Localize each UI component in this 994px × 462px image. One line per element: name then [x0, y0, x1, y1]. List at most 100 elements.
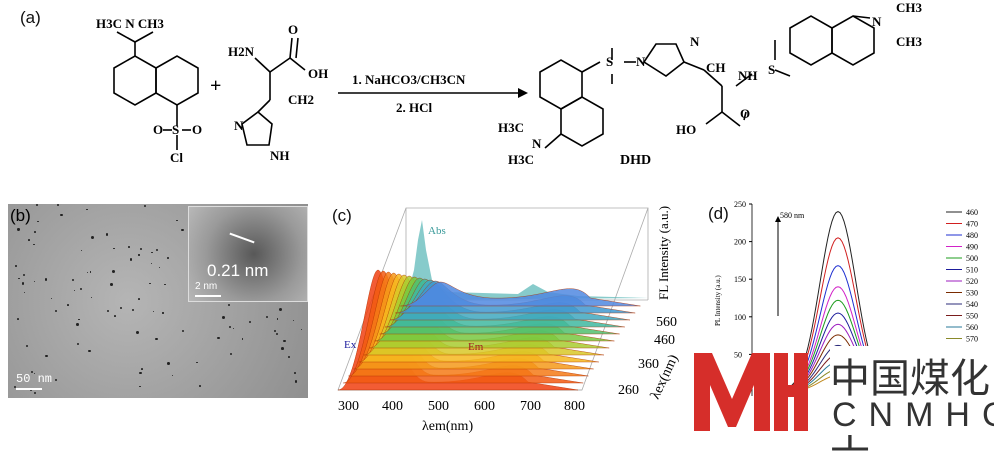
atom-o2: O — [192, 122, 202, 137]
nanodot — [80, 288, 83, 291]
prod-s2: S — [768, 62, 775, 77]
nanodot — [292, 319, 295, 322]
nanodot — [56, 204, 59, 207]
pl-legend-label: 490 — [966, 243, 978, 252]
nanodot — [31, 370, 34, 374]
z-axis-label: FL Intensity (a.u.) — [656, 206, 671, 300]
y-tick-3: 560 — [656, 315, 677, 330]
prod-ch3-b: CH3 — [896, 34, 923, 49]
inset-scale-bar — [195, 295, 221, 297]
nanodot — [164, 284, 166, 286]
nanodot — [155, 248, 158, 251]
nanodot — [28, 239, 30, 241]
nanodot — [229, 325, 232, 328]
nanodot — [141, 368, 144, 371]
main-scale-label: 50 nm — [16, 372, 53, 386]
atom-cl: Cl — [170, 150, 183, 165]
x-tick-3: 600 — [474, 399, 495, 414]
atom-h2n: H2N — [228, 44, 255, 59]
prod-ch2: CH — [706, 60, 726, 75]
nanodot — [181, 329, 184, 332]
nanodot — [139, 371, 142, 375]
pl-annotation: 580 nm — [780, 211, 805, 220]
pl-legend-label: 520 — [966, 277, 978, 286]
atom-nh: NH — [270, 148, 290, 163]
nanodot — [166, 361, 170, 365]
reaction-scheme: H3C N CH3 S O O Cl H2N O OH CH2 N NH + 1… — [96, 0, 923, 168]
nanodot — [181, 229, 184, 232]
lattice-value: 0.21 nm — [207, 261, 269, 280]
nanodot — [33, 280, 35, 282]
pl-legend-label: 460 — [966, 208, 978, 217]
atom-o1: O — [153, 122, 163, 137]
nanodot — [23, 274, 26, 277]
nanodot — [89, 271, 92, 273]
nanodot — [138, 254, 140, 256]
nanodot — [67, 304, 69, 306]
nanodot — [76, 323, 79, 327]
nanodot — [14, 386, 17, 389]
nanodot — [35, 204, 38, 206]
nanodot — [87, 272, 89, 274]
prod-nme2-left-bot: H3C — [508, 152, 534, 167]
watermark-mh-icon — [694, 353, 808, 431]
pl-legend-label: 480 — [966, 231, 978, 240]
nanodot — [137, 298, 140, 301]
y-tick-2: 460 — [654, 333, 675, 348]
pl-legend-label: 550 — [966, 312, 978, 321]
nanodot — [199, 385, 202, 388]
hrtem-inset: 0.21 nm 2 nm — [188, 206, 308, 302]
nanodot — [281, 347, 284, 351]
nanodot — [127, 246, 130, 249]
nanodot — [294, 372, 297, 375]
nanodot — [51, 297, 53, 299]
nanodot — [91, 236, 95, 240]
abs-label: Abs — [428, 225, 446, 237]
atom-o: O — [288, 22, 298, 37]
nanodot — [151, 251, 154, 254]
x-tick-5: 800 — [564, 399, 585, 414]
nanodot — [71, 278, 75, 282]
pl-y-tick: 100 — [734, 313, 746, 322]
nanodot — [227, 304, 231, 307]
nanodot — [114, 315, 117, 318]
nanodot — [25, 344, 28, 347]
nanodot — [274, 329, 277, 332]
nanodot — [301, 329, 303, 331]
prod-ho: HO — [676, 122, 696, 137]
atom-h3c-n-ch3: H3C N CH3 — [96, 16, 164, 31]
nanodot — [158, 266, 160, 268]
nanodot — [77, 318, 80, 321]
nanodot — [278, 307, 282, 311]
nanodot — [76, 343, 79, 346]
prod-ch3-a: CH3 — [896, 0, 923, 15]
pl-legend-label: 560 — [966, 323, 978, 332]
nanodot — [109, 283, 113, 287]
nanodot — [18, 277, 20, 280]
nanodot — [23, 291, 25, 294]
prod-n2: N — [690, 34, 700, 49]
nanodot — [33, 372, 36, 375]
nanodot — [232, 328, 234, 330]
nanodot — [90, 296, 92, 298]
nanodot — [155, 337, 158, 341]
x-axis-label: λem(nm) — [422, 419, 473, 434]
nanodot — [294, 380, 298, 383]
nanodot — [86, 208, 88, 210]
prod-nh: NH — [738, 68, 758, 83]
nanodot — [54, 310, 57, 313]
x-tick-1: 400 — [382, 399, 403, 414]
prod-nme2-left-n: N — [532, 136, 542, 151]
nanodot — [105, 233, 109, 236]
pl-y-tick: 150 — [734, 275, 746, 284]
nanodot — [266, 315, 269, 318]
pl-y-tick: 50 — [734, 350, 742, 359]
panel-a-label: (a) — [20, 8, 41, 27]
nanodot — [196, 361, 198, 364]
nanodot — [119, 306, 123, 310]
panel-c-label: (c) — [332, 206, 352, 225]
panel-b-label: (b) — [10, 206, 31, 225]
pl-y-axis-label: PL Intensity (a.u.) — [714, 275, 722, 326]
pl-legend-label: 540 — [966, 300, 978, 309]
tem-nanodots — [8, 204, 308, 398]
